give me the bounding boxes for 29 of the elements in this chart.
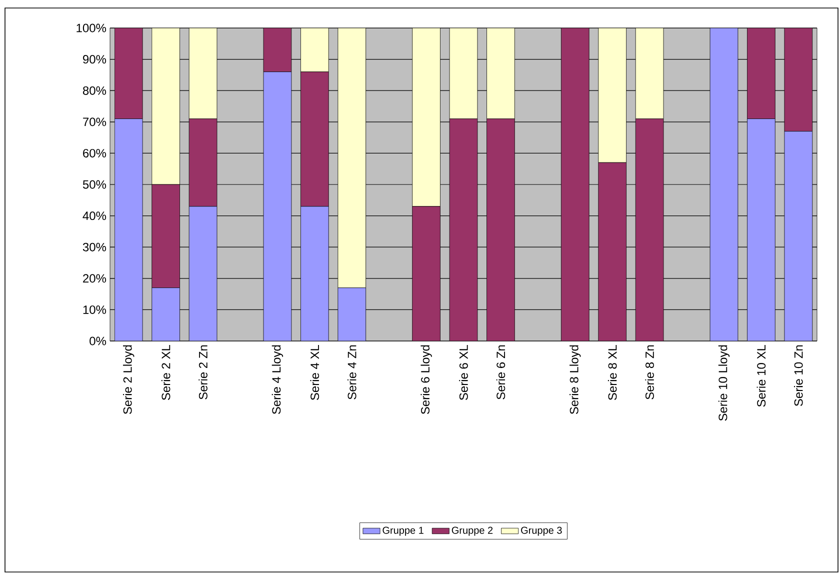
y-tick-label: 0% xyxy=(90,336,106,346)
x-tick-label: Serie 8 Zn xyxy=(645,345,654,400)
legend-label: Gruppe 1 xyxy=(382,526,424,536)
x-tick-label: Serie 2 Zn xyxy=(198,345,208,400)
y-tick-label: 80% xyxy=(82,86,106,95)
x-tick-label: Serie 8 Lloyd xyxy=(570,345,581,414)
legend-label: Gruppe 2 xyxy=(452,526,493,536)
y-tick-label: 30% xyxy=(82,242,106,252)
y-tick-label: 100% xyxy=(76,24,106,32)
x-tick-label: Serie 4 Zn xyxy=(347,345,356,400)
y-tick-label: 50% xyxy=(82,180,106,189)
x-tick-label: Serie 2 Lloyd xyxy=(123,345,134,414)
y-tick-label: 20% xyxy=(83,274,106,283)
x-tick-label: Serie 10 Lloyd xyxy=(718,345,730,421)
y-tick-label: 70% xyxy=(83,118,106,126)
y-tick-label: 10% xyxy=(83,305,106,314)
x-tick-label: Serie 6 Lloyd xyxy=(420,345,432,414)
x-tick-label: Serie 10 Zn xyxy=(794,345,803,406)
x-tick-label: Serie 2 XL xyxy=(161,344,170,400)
x-tick-label: Serie 8 XL xyxy=(608,344,617,400)
y-tick-label: 40% xyxy=(82,212,106,220)
x-tick-label: Serie 4 Lloyd xyxy=(272,345,284,414)
legend-label: Gruppe 3 xyxy=(521,526,562,536)
x-tick-label: Serie 6 XL xyxy=(459,344,468,400)
y-tick-label: 60% xyxy=(83,148,106,158)
y-tick-label: 90% xyxy=(83,55,106,64)
x-tick-label: Serie 6 Zn xyxy=(496,345,506,400)
x-tick-label: Serie 4 XL xyxy=(310,344,320,400)
x-tick-label: Serie 10 XL xyxy=(756,344,766,407)
